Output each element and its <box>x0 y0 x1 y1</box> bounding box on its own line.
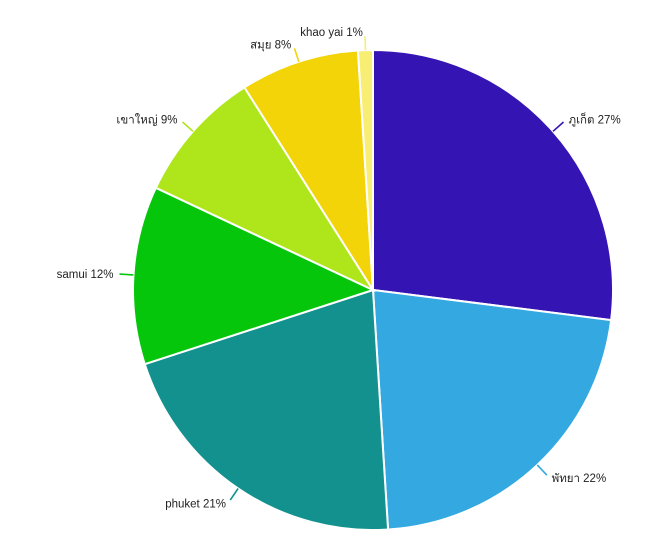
slice-label-5: เขาใหญ่ 9% <box>116 113 177 126</box>
leader-line-5 <box>182 122 193 131</box>
leader-line-1 <box>553 122 564 131</box>
slice-label-4: samui 12% <box>57 269 114 281</box>
slice-label-3: phuket 21% <box>165 498 226 510</box>
pie-slice-1[interactable] <box>373 50 613 320</box>
pie-slice-2[interactable] <box>373 290 611 529</box>
slice-label-2: พัทยา 22% <box>552 473 607 485</box>
slice-label-1: ภูเก็ต 27% <box>569 111 621 126</box>
leader-line-4 <box>120 274 134 275</box>
slices-layer <box>133 50 613 529</box>
slice-label-7: khao yai 1% <box>300 27 363 39</box>
leader-line-2 <box>537 465 547 475</box>
leader-line-6 <box>295 48 299 61</box>
slice-label-6: สมุย 8% <box>250 40 291 52</box>
leader-line-3 <box>230 489 238 501</box>
